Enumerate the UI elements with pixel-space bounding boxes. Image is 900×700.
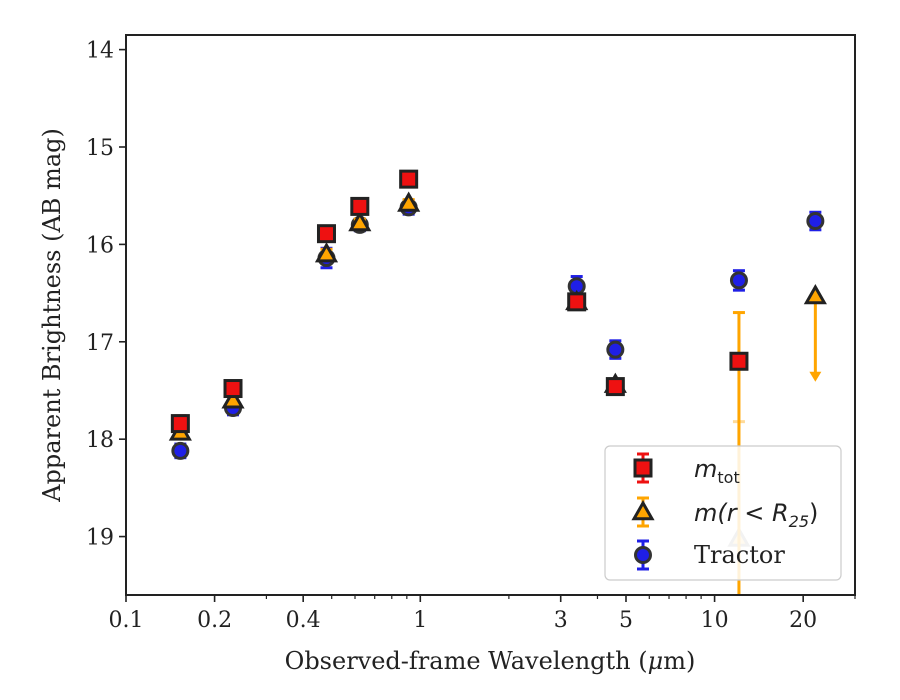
data-point-mtot [223, 379, 243, 399]
y-tick-label: 17 [86, 331, 114, 356]
data-point-tractor [729, 271, 748, 290]
legend-box [604, 445, 842, 581]
series-tractor [171, 198, 825, 460]
x-tick-label: 5 [619, 608, 633, 633]
x-tick-label: 0.2 [197, 608, 232, 633]
data-point-mr25 [397, 191, 421, 212]
x-tick-label: 10 [701, 608, 729, 633]
axis-ticks: 0.1 0.2 0.4 1 3 5 10 20 14 15 16 17 18 19 [86, 39, 856, 633]
data-point-mr25 [348, 210, 372, 232]
series-mr25 [168, 191, 827, 595]
legend-markers [631, 452, 655, 571]
data-point-mtot [399, 169, 419, 189]
y-tick-label: 18 [86, 428, 114, 453]
data-point-mr25 [803, 283, 827, 305]
legend: mtot m(r < R25) Tractor [604, 445, 842, 581]
data-marks [168, 169, 827, 595]
series-mtot [170, 169, 749, 595]
y-axis-label: Apparent Brightness (AB mag) [38, 128, 66, 503]
x-axis-label: Observed-frame Wavelength (μm) [285, 647, 696, 675]
y-tick-label: 16 [86, 233, 114, 258]
data-point-mtot [350, 196, 370, 216]
data-point-tractor [171, 441, 190, 460]
x-tick-label: 1 [413, 608, 427, 633]
legend-label-tractor: Tractor [694, 541, 785, 569]
x-tick-label: 0.1 [109, 608, 144, 633]
data-point-tractor [606, 340, 625, 359]
y-tick-label: 14 [86, 39, 114, 64]
x-tick-label: 3 [554, 608, 568, 633]
data-point-mtot [170, 414, 190, 434]
legend-label-mtot: mtot [694, 455, 740, 487]
legend-marker-mtot [633, 458, 653, 478]
data-point-mr25 [314, 242, 339, 263]
data-point-tractor [806, 212, 825, 231]
legend-marker-mr25 [631, 499, 655, 521]
data-point-mtot [316, 224, 336, 244]
data-point-mr25 [221, 388, 245, 409]
data-point-mtot [605, 377, 625, 397]
y-tick-label: 19 [86, 526, 114, 551]
legend-marker-tractor [634, 546, 652, 564]
upper-limit-arrow [809, 371, 822, 382]
data-point-mtot [729, 351, 749, 371]
y-tick-label: 15 [86, 136, 114, 161]
x-tick-label: 0.4 [286, 608, 321, 633]
legend-label-m-r25: m(r < R25) [694, 499, 818, 531]
x-tick-label: 20 [789, 608, 817, 633]
plot-frame [125, 34, 856, 596]
data-point-mtot [567, 292, 587, 312]
